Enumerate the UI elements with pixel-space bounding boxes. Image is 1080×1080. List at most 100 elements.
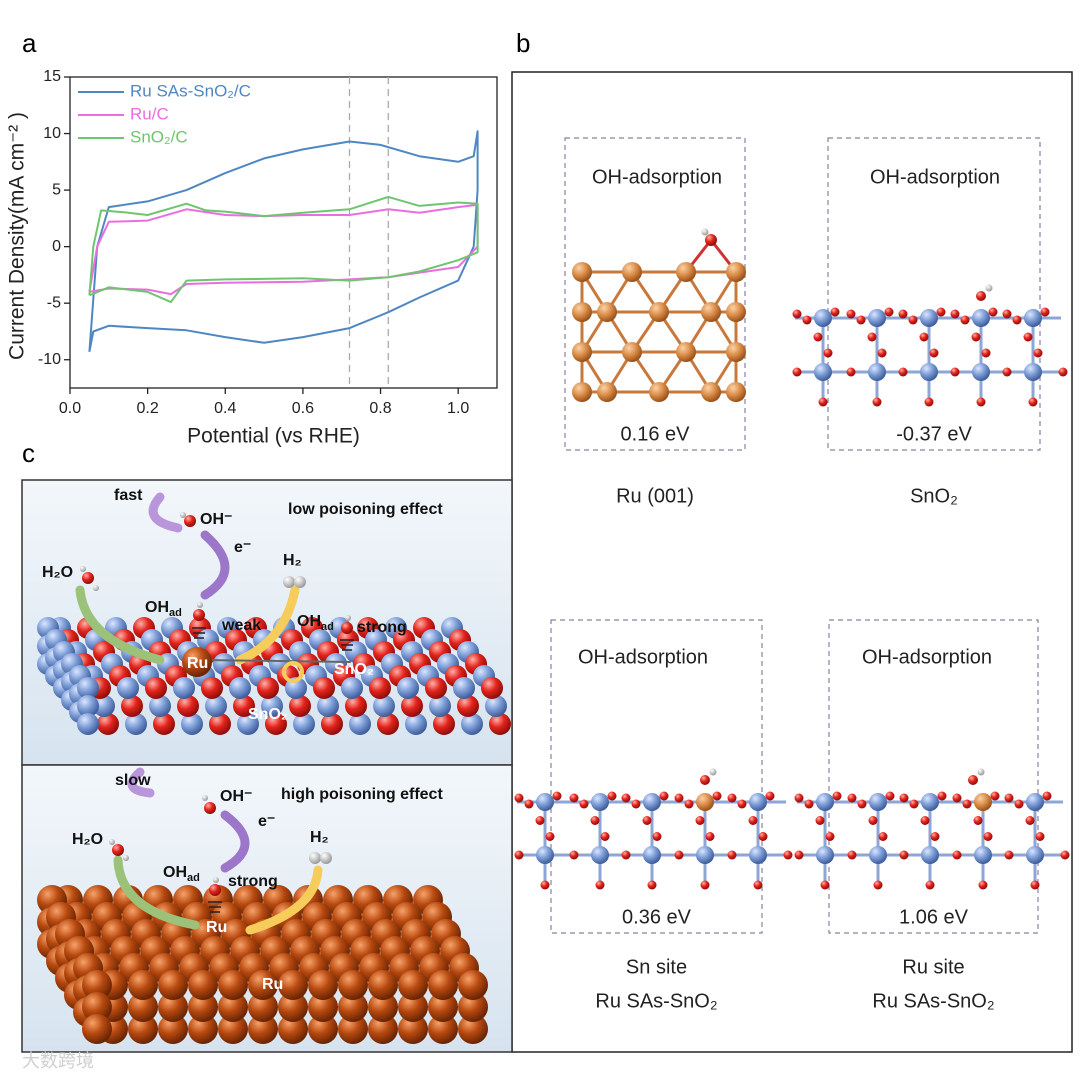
atom <box>345 695 367 717</box>
atom <box>188 1014 218 1044</box>
atom <box>976 397 986 407</box>
panel-c-molecules <box>80 512 353 896</box>
label: high poisoning effect <box>281 786 443 803</box>
atom <box>535 816 545 825</box>
atom <box>121 695 143 717</box>
atom <box>309 852 321 864</box>
atom <box>1035 832 1045 841</box>
panel-label: c <box>22 438 35 468</box>
atom <box>712 791 722 801</box>
atom <box>237 713 259 735</box>
atom <box>857 799 867 809</box>
atom <box>283 576 295 588</box>
atom <box>642 816 652 825</box>
atom <box>428 992 458 1022</box>
atom <box>278 1014 308 1044</box>
atom <box>218 1014 248 1044</box>
atom <box>872 397 882 407</box>
atom <box>621 793 631 803</box>
atom <box>278 992 308 1022</box>
atom <box>1042 791 1052 801</box>
atom <box>794 850 804 860</box>
atom <box>847 850 857 860</box>
atom <box>868 816 878 825</box>
atom <box>597 382 617 402</box>
atom <box>748 816 758 825</box>
atom <box>428 970 458 1000</box>
atom <box>820 880 830 890</box>
atom <box>990 791 1000 801</box>
atom <box>950 309 960 319</box>
adsorption-energy: -0.37 eV <box>896 423 972 445</box>
atom <box>727 793 737 803</box>
adsorption-energy: 0.16 eV <box>621 423 691 445</box>
y-tick-label: -10 <box>38 351 61 368</box>
atom <box>868 363 886 381</box>
atom <box>341 677 363 699</box>
atom <box>123 855 129 861</box>
atom <box>885 791 895 801</box>
atom <box>643 793 661 811</box>
atom <box>82 970 112 1000</box>
model-box <box>827 137 1041 451</box>
atom <box>802 315 812 325</box>
atom <box>308 992 338 1022</box>
atom <box>846 309 856 319</box>
atom <box>816 793 834 811</box>
atom <box>173 677 195 699</box>
atom <box>830 307 840 317</box>
atom <box>233 695 255 717</box>
atom <box>869 793 887 811</box>
atom <box>278 970 308 1000</box>
label: SnO₂ <box>248 706 288 723</box>
atom <box>128 1014 158 1044</box>
atom <box>188 970 218 1000</box>
atom <box>82 1014 112 1044</box>
atom <box>308 1014 338 1044</box>
label: OHad <box>145 599 182 619</box>
atom <box>1002 367 1012 377</box>
atom <box>701 302 721 322</box>
atom <box>536 846 554 864</box>
adsorption-bonds <box>192 627 354 913</box>
adsorption-energy: 0.36 eV <box>622 906 692 928</box>
atom <box>921 846 939 864</box>
atom <box>988 307 998 317</box>
label: low poisoning effect <box>288 501 443 518</box>
atom <box>248 1014 278 1044</box>
y-axis-label: Current Density(mA cm⁻² ) <box>6 112 29 360</box>
atom <box>180 512 186 518</box>
atom <box>960 315 970 325</box>
atom <box>1002 309 1012 319</box>
atom <box>193 609 205 621</box>
ru-atom <box>182 647 212 677</box>
model-box <box>550 619 763 934</box>
atom <box>401 695 423 717</box>
atom <box>489 713 511 735</box>
atom <box>457 695 479 717</box>
x-tick-label: 0.4 <box>214 400 236 417</box>
atom <box>974 846 992 864</box>
atom <box>816 846 834 864</box>
site-highlight <box>282 661 304 683</box>
atom <box>908 315 918 325</box>
model-caption: SnO₂ <box>910 485 958 507</box>
label: H₂O <box>72 831 103 848</box>
atom <box>696 846 714 864</box>
atom <box>308 970 338 1000</box>
label: strong <box>228 873 278 890</box>
arrow <box>245 865 323 935</box>
atom <box>726 262 746 282</box>
atom <box>701 228 709 236</box>
atom <box>1028 397 1038 407</box>
atom <box>595 880 605 890</box>
arrow <box>127 767 155 798</box>
atom <box>338 992 368 1022</box>
atom <box>921 793 939 811</box>
atom <box>962 799 972 809</box>
atom <box>80 566 86 572</box>
label-main: OH <box>145 599 169 616</box>
atom <box>674 793 684 803</box>
atom <box>545 832 555 841</box>
